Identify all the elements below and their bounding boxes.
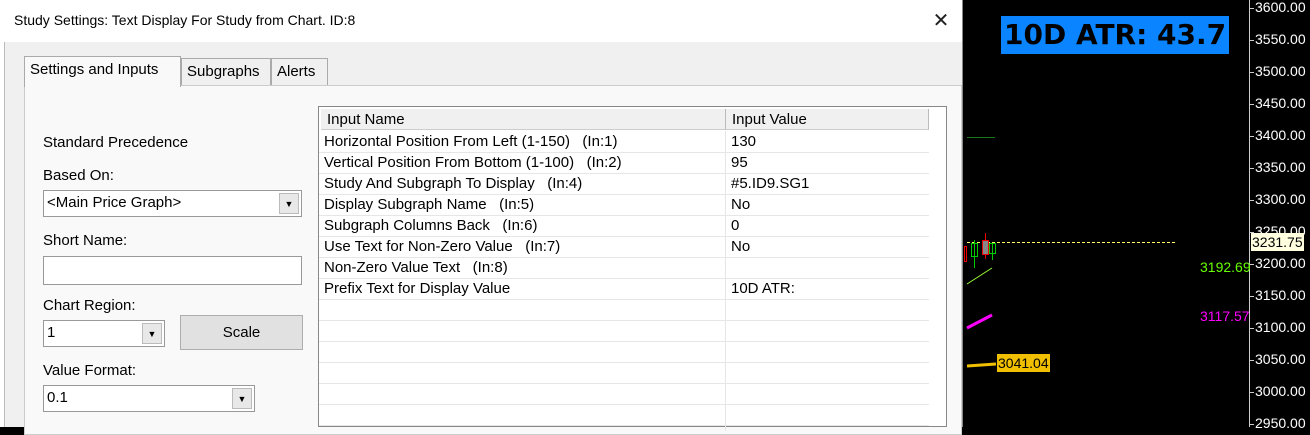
chevron-down-icon[interactable]: ▼ [279, 193, 299, 214]
price-tick [1250, 328, 1254, 329]
moving-averages [966, 267, 997, 368]
candle [964, 246, 967, 262]
close-icon[interactable]: ✕ [932, 10, 950, 32]
input-value-cell[interactable]: #5.ID9.SG1 [731, 175, 810, 192]
price-tick-label: 3100.00 [1255, 319, 1306, 335]
price-tick-label: 3600.00 [1255, 0, 1306, 15]
price-tick-label: 3300.00 [1255, 191, 1306, 207]
chevron-down-icon[interactable]: ▼ [142, 323, 162, 344]
background-window-edge [0, 42, 5, 427]
candle [989, 243, 996, 254]
price-tick [1250, 72, 1254, 73]
input-value-cell[interactable]: 95 [731, 154, 748, 171]
input-value-cell[interactable]: 0 [731, 217, 740, 234]
study-settings-dialog: Study Settings: Text Display For Study f… [0, 0, 963, 435]
input-name-cell[interactable]: Non-Zero Value Text (In:8) [324, 259, 508, 276]
input-value-cell[interactable]: 10D ATR: [731, 280, 795, 297]
inputs-table: Input Name Input Value Horizontal Positi… [318, 106, 947, 431]
input-name-cell[interactable]: Horizontal Position From Left (1-150) (I… [324, 133, 618, 150]
table-row[interactable]: Subgraph Columns Back (In:6) 0 [319, 216, 929, 237]
ma-green-label: 3192.69 [1200, 259, 1251, 275]
table-row[interactable] [319, 300, 929, 321]
table-row[interactable]: Vertical Position From Bottom (1-100) (I… [319, 153, 929, 174]
chevron-down-icon[interactable]: ▼ [232, 388, 252, 409]
price-tick-label: 3050.00 [1255, 351, 1306, 367]
price-chart[interactable]: 10D ATR: 43.7 3600.00 3550.00 3500.00 3450.… [964, 0, 1310, 431]
price-tick [1250, 40, 1254, 41]
scale-button[interactable]: Scale [180, 315, 303, 350]
chart-region-select[interactable]: 1 ▼ [43, 320, 165, 347]
precedence-label: Standard Precedence [43, 134, 189, 151]
table-row[interactable]: Prefix Text for Display Value 10D ATR: [319, 279, 929, 300]
candle [982, 240, 989, 255]
chart-region-value: 1 [47, 324, 56, 341]
price-tick [1250, 168, 1254, 169]
price-tick-label: 3500.00 [1255, 63, 1306, 79]
table-row[interactable] [319, 342, 929, 363]
tab-settings-and-inputs[interactable]: Settings and Inputs [24, 56, 181, 87]
based-on-select[interactable]: <Main Price Graph> ▼ [43, 190, 302, 217]
price-tick-label: 3400.00 [1255, 127, 1306, 143]
price-tick [1250, 136, 1254, 137]
candle [971, 243, 978, 257]
title-bar: Study Settings: Text Display For Study f… [0, 0, 962, 42]
table-row[interactable]: Use Text for Non-Zero Value (In:7) No [319, 237, 929, 258]
table-row[interactable] [319, 405, 929, 426]
price-tick [1250, 200, 1254, 201]
atr-display: 10D ATR: 43.7 [1001, 16, 1230, 54]
chart-region-label: Chart Region: [43, 297, 136, 314]
price-tick [1250, 360, 1254, 361]
price-tick-label: 3000.00 [1255, 383, 1306, 399]
column-header-input-value[interactable]: Input Value [726, 109, 929, 130]
last-price-line [967, 242, 1175, 243]
ma-yellow-label: 3041.04 [997, 354, 1050, 372]
input-name-cell[interactable]: Vertical Position From Bottom (1-100) (I… [324, 154, 622, 171]
based-on-value: <Main Price Graph> [47, 194, 182, 211]
column-header-input-name[interactable]: Input Name [321, 109, 726, 130]
price-tick [1250, 104, 1254, 105]
price-axis-line [1249, 0, 1250, 427]
based-on-label: Based On: [43, 167, 114, 184]
price-tick [1250, 424, 1254, 425]
short-name-label: Short Name: [43, 232, 128, 249]
value-format-value: 0.1 [47, 389, 68, 406]
price-tick [1250, 264, 1254, 265]
input-name-cell[interactable]: Use Text for Non-Zero Value (In:7) [324, 238, 561, 255]
input-value-cell[interactable]: 130 [731, 133, 757, 150]
table-row[interactable]: Horizontal Position From Left (1-150) (I… [319, 132, 929, 153]
table-row[interactable]: Display Subgraph Name (In:5) No [319, 195, 929, 216]
price-tick-label: 3200.00 [1255, 255, 1306, 271]
dialog-title: Study Settings: Text Display For Study f… [14, 12, 356, 28]
tab-alerts[interactable]: Alerts [271, 58, 328, 86]
tab-subgraphs[interactable]: Subgraphs [181, 58, 271, 86]
table-row[interactable] [319, 363, 929, 384]
price-tick [1250, 232, 1254, 233]
value-format-label: Value Format: [43, 362, 137, 379]
short-name-input[interactable] [43, 256, 302, 285]
price-tick-label: 3350.00 [1255, 159, 1306, 175]
input-value-cell[interactable]: No [731, 196, 751, 213]
table-row[interactable] [319, 321, 929, 342]
price-tick [1250, 8, 1254, 9]
value-format-select[interactable]: 0.1 ▼ [43, 385, 255, 412]
price-tick-label: 3150.00 [1255, 287, 1306, 303]
table-row[interactable] [319, 384, 929, 405]
level-line [967, 137, 995, 138]
last-price-label: 3231.75 [1251, 233, 1304, 251]
input-name-cell[interactable]: Display Subgraph Name (In:5) [324, 196, 535, 213]
input-value-cell[interactable]: No [731, 238, 751, 255]
column-divider [725, 131, 726, 431]
price-tick-label: 3450.00 [1255, 95, 1306, 111]
price-tick-label: 3550.00 [1255, 31, 1306, 47]
input-name-cell[interactable]: Study And Subgraph To Display (In:4) [324, 175, 583, 192]
price-tick [1250, 296, 1254, 297]
price-tick [1250, 392, 1254, 393]
table-row[interactable]: Non-Zero Value Text (In:8) [319, 258, 929, 279]
input-name-cell[interactable]: Subgraph Columns Back (In:6) [324, 217, 538, 234]
ma-magenta-label: 3117.57 [1200, 308, 1250, 324]
table-row[interactable]: Study And Subgraph To Display (In:4) #5.I… [319, 174, 929, 195]
input-name-cell[interactable]: Prefix Text for Display Value [324, 280, 511, 297]
